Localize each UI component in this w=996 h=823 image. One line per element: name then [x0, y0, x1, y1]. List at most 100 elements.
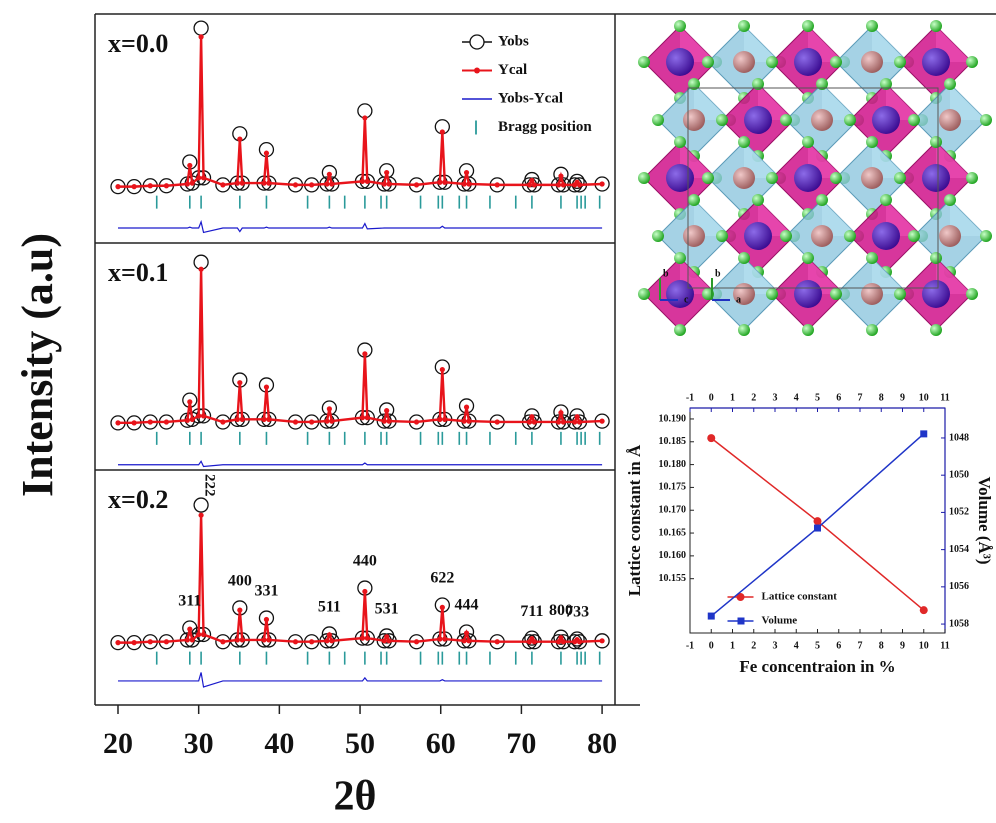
oxygen: [652, 230, 664, 242]
cation-site: [939, 225, 961, 247]
calculated-point: [237, 380, 242, 385]
calculated-point: [187, 626, 192, 631]
calculated-point: [324, 419, 329, 424]
oxygen: [780, 230, 792, 242]
cation-site: [733, 51, 755, 73]
calculated-point: [329, 419, 334, 424]
calculated-point: [561, 182, 566, 187]
metal-site: [666, 280, 694, 308]
oxygen: [766, 56, 778, 68]
x2-tick-label: 10: [919, 392, 929, 403]
metal-site: [794, 280, 822, 308]
calculated-point: [196, 632, 201, 637]
oxygen: [830, 56, 842, 68]
oxygen: [674, 324, 686, 336]
metal-site: [872, 222, 900, 250]
x-tick-label: 30: [184, 727, 214, 760]
calculated-point: [414, 182, 419, 187]
calculated-point: [201, 632, 206, 637]
calculated-point: [382, 181, 387, 186]
calculated-point: [309, 419, 314, 424]
peak-label: 444: [455, 597, 479, 614]
oxygen: [844, 114, 856, 126]
calculated-point: [240, 181, 245, 186]
calculated-point: [556, 419, 561, 424]
calculated-point: [190, 181, 195, 186]
calculated-point: [532, 639, 537, 644]
x2-tick-label: 0: [709, 392, 714, 403]
calculated-point: [414, 639, 419, 644]
calculated-point: [261, 637, 266, 642]
oxygen: [802, 324, 814, 336]
peak-label: 622: [430, 570, 454, 587]
x-tick-label: 3: [773, 640, 778, 651]
calculated-point: [462, 638, 467, 643]
point: [920, 606, 928, 614]
x-tick-label: 1: [730, 640, 735, 651]
x-tick-label: 11: [940, 640, 949, 651]
point: [814, 517, 822, 525]
x-tick-label: 80: [587, 727, 617, 760]
oxygen: [738, 20, 750, 32]
calculated-point: [196, 175, 201, 180]
calculated-point: [384, 408, 389, 413]
x-tick-label: 70: [506, 727, 536, 760]
legend-label: Yobs-Ycal: [498, 90, 563, 106]
calculated-point: [599, 181, 604, 186]
oxygen: [766, 288, 778, 300]
y-axis-title: Lattice constant in Å: [625, 444, 644, 596]
calculated-point: [464, 170, 469, 175]
x-tick-label: 9: [900, 640, 905, 651]
y-tick-label: 10.165: [659, 527, 687, 538]
point: [814, 525, 821, 532]
y-tick-label: 10.175: [659, 482, 687, 493]
calculated-point: [327, 172, 332, 177]
calculated-point: [115, 420, 120, 425]
calculated-point: [440, 367, 445, 372]
calculated-point: [329, 181, 334, 186]
calculated-point: [264, 617, 269, 622]
calculated-point: [266, 181, 271, 186]
x-tick-label: 60: [426, 727, 456, 760]
calculated-point: [190, 637, 195, 642]
calculated-point: [324, 181, 329, 186]
oxygen: [930, 136, 942, 148]
calculated-point: [237, 607, 242, 612]
peak-label: 733: [565, 604, 589, 621]
calculated-point: [327, 632, 332, 637]
x2-tick-label: -1: [686, 392, 694, 403]
calculated-point: [577, 639, 582, 644]
calculated-point: [327, 406, 332, 411]
x-tick-label: 40: [264, 727, 294, 760]
calculated-point: [164, 183, 169, 188]
calculated-point: [324, 638, 329, 643]
calculated-point: [201, 413, 206, 418]
calculated-point: [198, 513, 203, 518]
calculated-point: [293, 639, 298, 644]
calculated-point: [264, 384, 269, 389]
oxygen: [702, 56, 714, 68]
legend-label: Lattice constant: [762, 591, 838, 603]
calculated-point: [266, 637, 271, 642]
x-tick-label: 0: [709, 640, 714, 651]
calculated-point: [529, 178, 534, 183]
oxygen: [802, 252, 814, 264]
x-tick-label: 6: [836, 640, 841, 651]
calculated-point: [462, 419, 467, 424]
calculated-point: [574, 414, 579, 419]
cation-site: [861, 167, 883, 189]
cation-site: [939, 109, 961, 131]
x2-tick-label: 8: [879, 392, 884, 403]
calculated-point: [115, 184, 120, 189]
oxygen: [966, 56, 978, 68]
calculated-point: [293, 182, 298, 187]
peak-label: 531: [375, 601, 399, 618]
x-tick-label: 50: [345, 727, 375, 760]
calculated-point: [527, 419, 532, 424]
calculated-point: [201, 175, 206, 180]
x2-tick-label: 7: [858, 392, 863, 403]
peak-label: 400: [228, 573, 252, 590]
calculated-point: [237, 136, 242, 141]
y2-axis-title: Volume (Å³): [975, 476, 994, 564]
calculated-point: [115, 640, 120, 645]
